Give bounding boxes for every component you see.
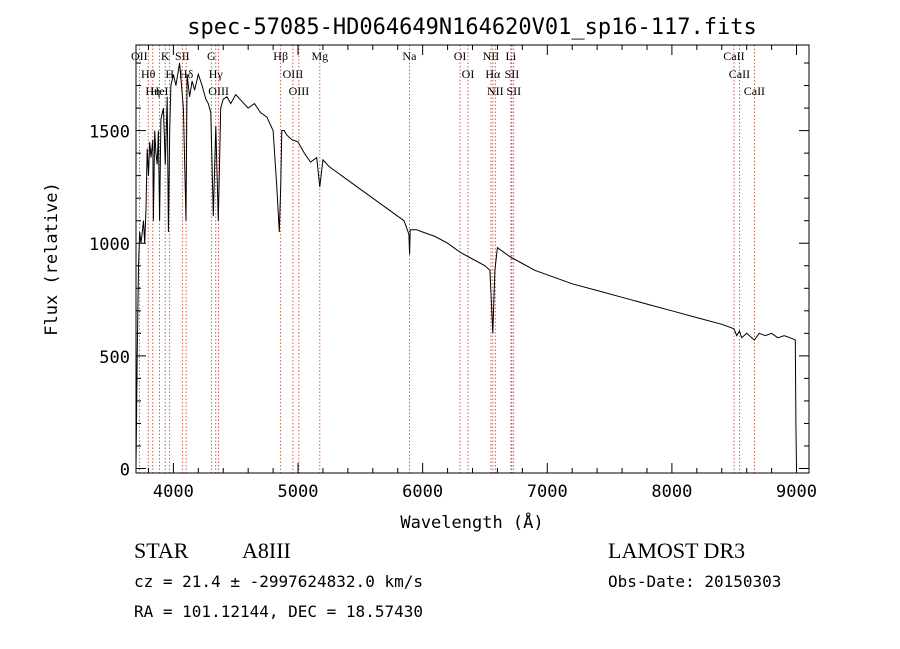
line-marker-label: SII (506, 84, 521, 98)
line-marker-label: OIII (208, 84, 229, 98)
line-marker-label: Na (402, 49, 417, 63)
line-marker-layer (138, 45, 755, 473)
line-marker-label: Hη (145, 84, 160, 98)
line-marker-label: CaII (744, 84, 765, 98)
x-tick-label: 8000 (651, 482, 692, 502)
line-marker-label: Li (506, 49, 517, 63)
x-tick-label: 9000 (776, 482, 817, 502)
line-marker-label: SII (175, 49, 190, 63)
redshift-line: cz = 21.4 ± -2997624832.0 km/s (134, 572, 423, 591)
line-marker-label: Hγ (209, 67, 224, 81)
y-tick-label: 500 (99, 348, 130, 368)
line-marker-label: Hβ (273, 49, 288, 63)
object-class: STAR (134, 538, 189, 563)
line-marker-label: NII (487, 84, 504, 98)
line-marker-label: OII (131, 49, 148, 63)
line-marker-label: Hθ (141, 67, 156, 81)
line-marker-label: Hδ (179, 67, 194, 81)
coordinates: RA = 101.12144, DEC = 18.57430 (134, 602, 423, 621)
line-marker-label: OI (454, 49, 467, 63)
observation-date: Obs-Date: 20150303 (608, 572, 782, 591)
spectrum-line (135, 62, 797, 469)
line-marker-label: Hα (485, 67, 501, 81)
x-tick-label: 6000 (402, 482, 443, 502)
line-marker-label: SII (505, 67, 520, 81)
axis-ticks: 4000 5000 6000 7000 8000 9000 0 500 1000 1500 (89, 45, 817, 502)
x-tick-label: 5000 (278, 482, 319, 502)
line-marker-label: CaII (729, 67, 750, 81)
y-tick-label: 1000 (89, 235, 130, 255)
line-marker-label: G (207, 49, 216, 63)
line-marker-label: K (161, 49, 170, 63)
spectral-subclass: A8III (242, 538, 291, 563)
plot-frame (135, 44, 810, 474)
line-marker-label: Mg (311, 49, 328, 63)
line-marker-label: OIII (283, 67, 304, 81)
x-axis-label: Wavelength (Å) (400, 511, 543, 533)
line-marker-label: HeI (151, 84, 169, 98)
y-axis-label: Flux (relative) (42, 182, 62, 336)
y-tick-label: 1500 (89, 123, 130, 143)
x-tick-label: 7000 (527, 482, 568, 502)
line-marker-label: OI (462, 67, 475, 81)
y-tick-label: 0 (120, 460, 130, 480)
line-marker-label: NII (483, 49, 500, 63)
x-tick-label: 4000 (153, 482, 194, 502)
chart-title: spec-57085-HD064649N164620V01_sp16-117.f… (187, 15, 757, 40)
survey-name: LAMOST DR3 (608, 538, 746, 563)
line-marker-label: H (165, 67, 174, 81)
line-marker-label: OIII (289, 84, 310, 98)
line-marker-label: CaII (723, 49, 744, 63)
